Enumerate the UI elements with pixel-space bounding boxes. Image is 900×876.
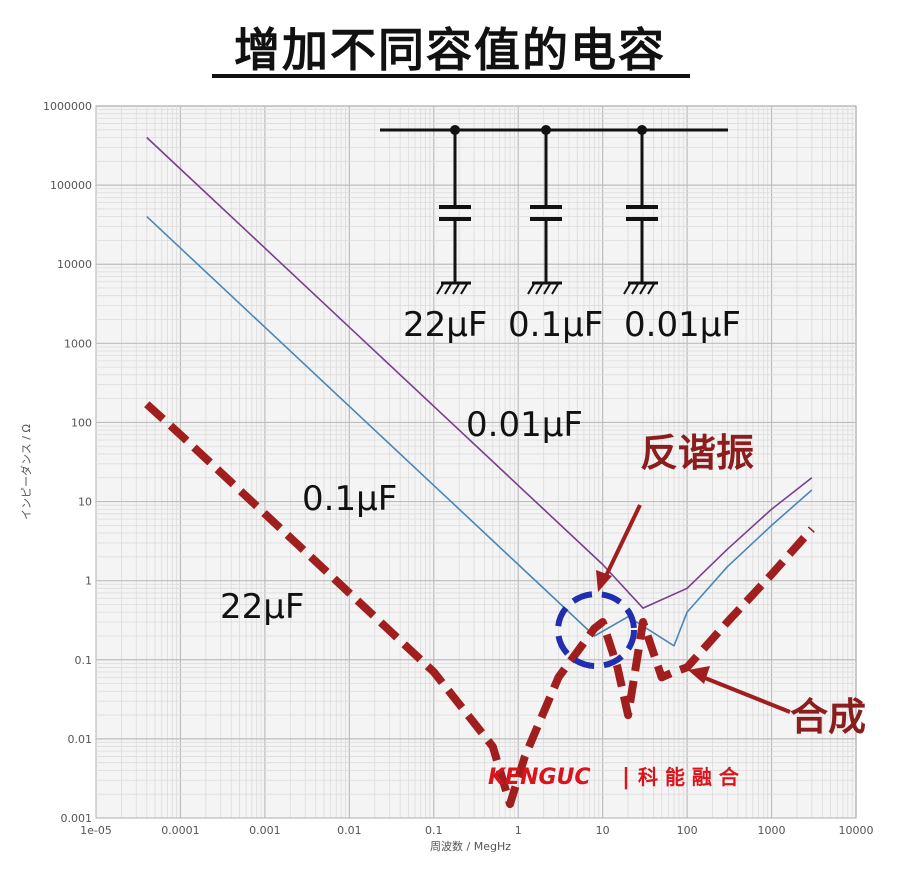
x-tick-label: 10 (596, 824, 610, 837)
anti-resonance-arrowhead (596, 570, 612, 592)
x-tick-label: 0.1 (425, 824, 443, 837)
ground-hatch-0 (436, 283, 444, 295)
y-tick-label: 0.01 (68, 733, 93, 746)
x-tick-label: 0.0001 (161, 824, 200, 837)
y-tick-label: 100 (71, 416, 92, 429)
series-line-2 (144, 401, 815, 809)
y-tick-label: 10 (78, 496, 92, 509)
y-tick-label: 0.001 (61, 812, 93, 825)
x-tick-label: 100 (677, 824, 698, 837)
y-tick-label: 0.1 (75, 654, 93, 667)
brand-watermark-cn: 科 能 融 合 (638, 765, 740, 789)
label-0.1uF: 0.1μF (302, 479, 397, 519)
annotation-anti-resonance: 反谐振 (640, 431, 754, 475)
x-tick-label: 0.01 (337, 824, 362, 837)
series-line-0 (146, 136, 813, 609)
ground-hatch-1 (543, 283, 551, 295)
composite-arrowhead (688, 666, 710, 684)
ground-hatch-2 (647, 283, 655, 295)
circuit-label-0.01uF: 0.01μF (624, 305, 741, 345)
y-tick-label: 100000 (50, 179, 92, 192)
grid (95, 106, 856, 819)
circuit-label-22uF: 22μF (403, 305, 487, 345)
anti-resonance-circle (555, 591, 637, 669)
chart-title: 增加不同容值的电容 (234, 23, 666, 77)
brand-watermark-separator: | (622, 765, 630, 790)
y-axis-title: インピーダンス / Ω (19, 424, 33, 520)
label-22uF: 22μF (220, 587, 304, 627)
y-tick-label: 10000 (57, 258, 92, 271)
composite-arrow (699, 674, 791, 714)
x-tick-label: 10000 (839, 824, 874, 837)
y-tick-label: 1000 (64, 337, 92, 350)
circuit-capacitors (436, 125, 658, 295)
ground-hatch-1 (527, 283, 535, 295)
ground-hatch-2 (631, 283, 639, 295)
x-axis-title: 周波数 / MegHz (430, 840, 511, 853)
ground-hatch-2 (639, 283, 647, 295)
ground-hatch-0 (460, 283, 468, 295)
label-0.01uF: 0.01μF (466, 405, 583, 445)
ground-hatch-0 (444, 283, 452, 295)
plot-background (95, 105, 857, 819)
brand-watermark-en: KENGUC (488, 765, 591, 790)
title-underline (212, 74, 690, 78)
anti-resonance-arrow (602, 504, 642, 581)
ground-hatch-0 (452, 283, 460, 295)
ticks: 1e-05 0.0001 0.001 0.01 0.1 1 10 100 1000 10000 0.… (43, 100, 874, 837)
annotation-composite: 合成 (790, 695, 866, 739)
y-tick-label: 1 (85, 575, 92, 588)
x-tick-label: 0.001 (249, 824, 281, 837)
y-tick-label: 1000000 (43, 100, 92, 113)
ground-hatch-2 (623, 283, 631, 295)
ground-hatch-1 (535, 283, 543, 295)
x-tick-label: 1e-05 (80, 824, 112, 837)
series (144, 136, 815, 809)
x-tick-label: 1000 (758, 824, 786, 837)
ground-hatch-1 (551, 283, 559, 295)
x-tick-label: 1 (515, 824, 522, 837)
circuit-label-0.1uF: 0.1μF (508, 305, 603, 345)
